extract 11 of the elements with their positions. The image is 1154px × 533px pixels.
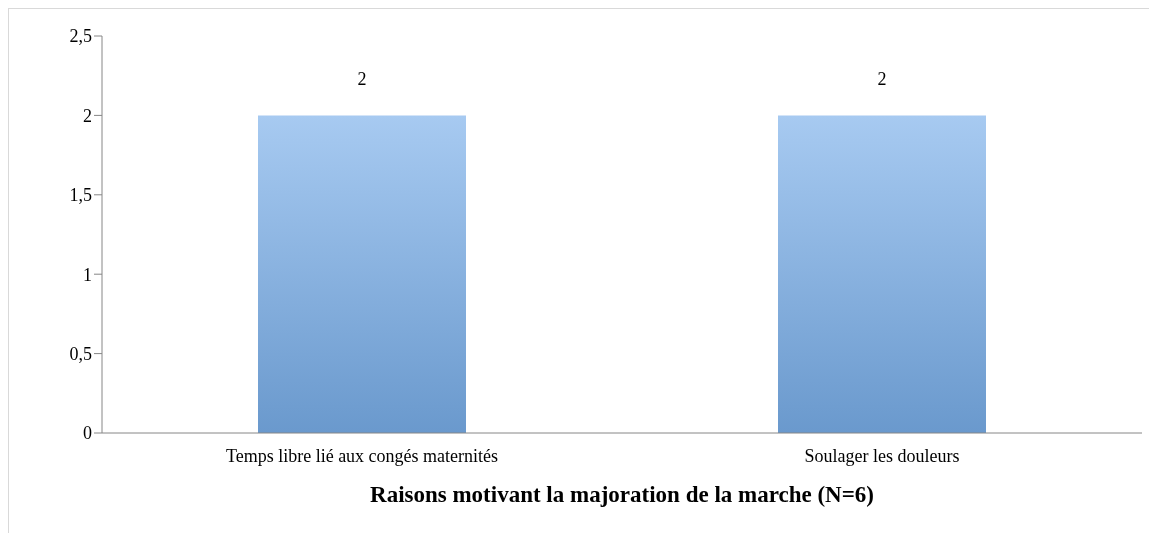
y-tick-label: 2 xyxy=(83,105,92,126)
x-tick-label: Soulager les douleurs xyxy=(804,445,960,466)
y-tick-label: 0,5 xyxy=(69,343,92,364)
y-tick-label: 1,5 xyxy=(69,185,92,206)
y-tick-label: 1 xyxy=(83,264,92,285)
text: Raisons motivant la majoration de la marche (N=6) xyxy=(369,482,875,508)
data-label: 2 xyxy=(877,69,887,90)
x-tick-label: Temps libre lié aux congés maternités xyxy=(225,445,499,466)
y-tick-label: 2,5 xyxy=(69,26,92,47)
y-tick-label: 0 xyxy=(83,423,92,444)
data-label: 2 xyxy=(357,69,367,90)
